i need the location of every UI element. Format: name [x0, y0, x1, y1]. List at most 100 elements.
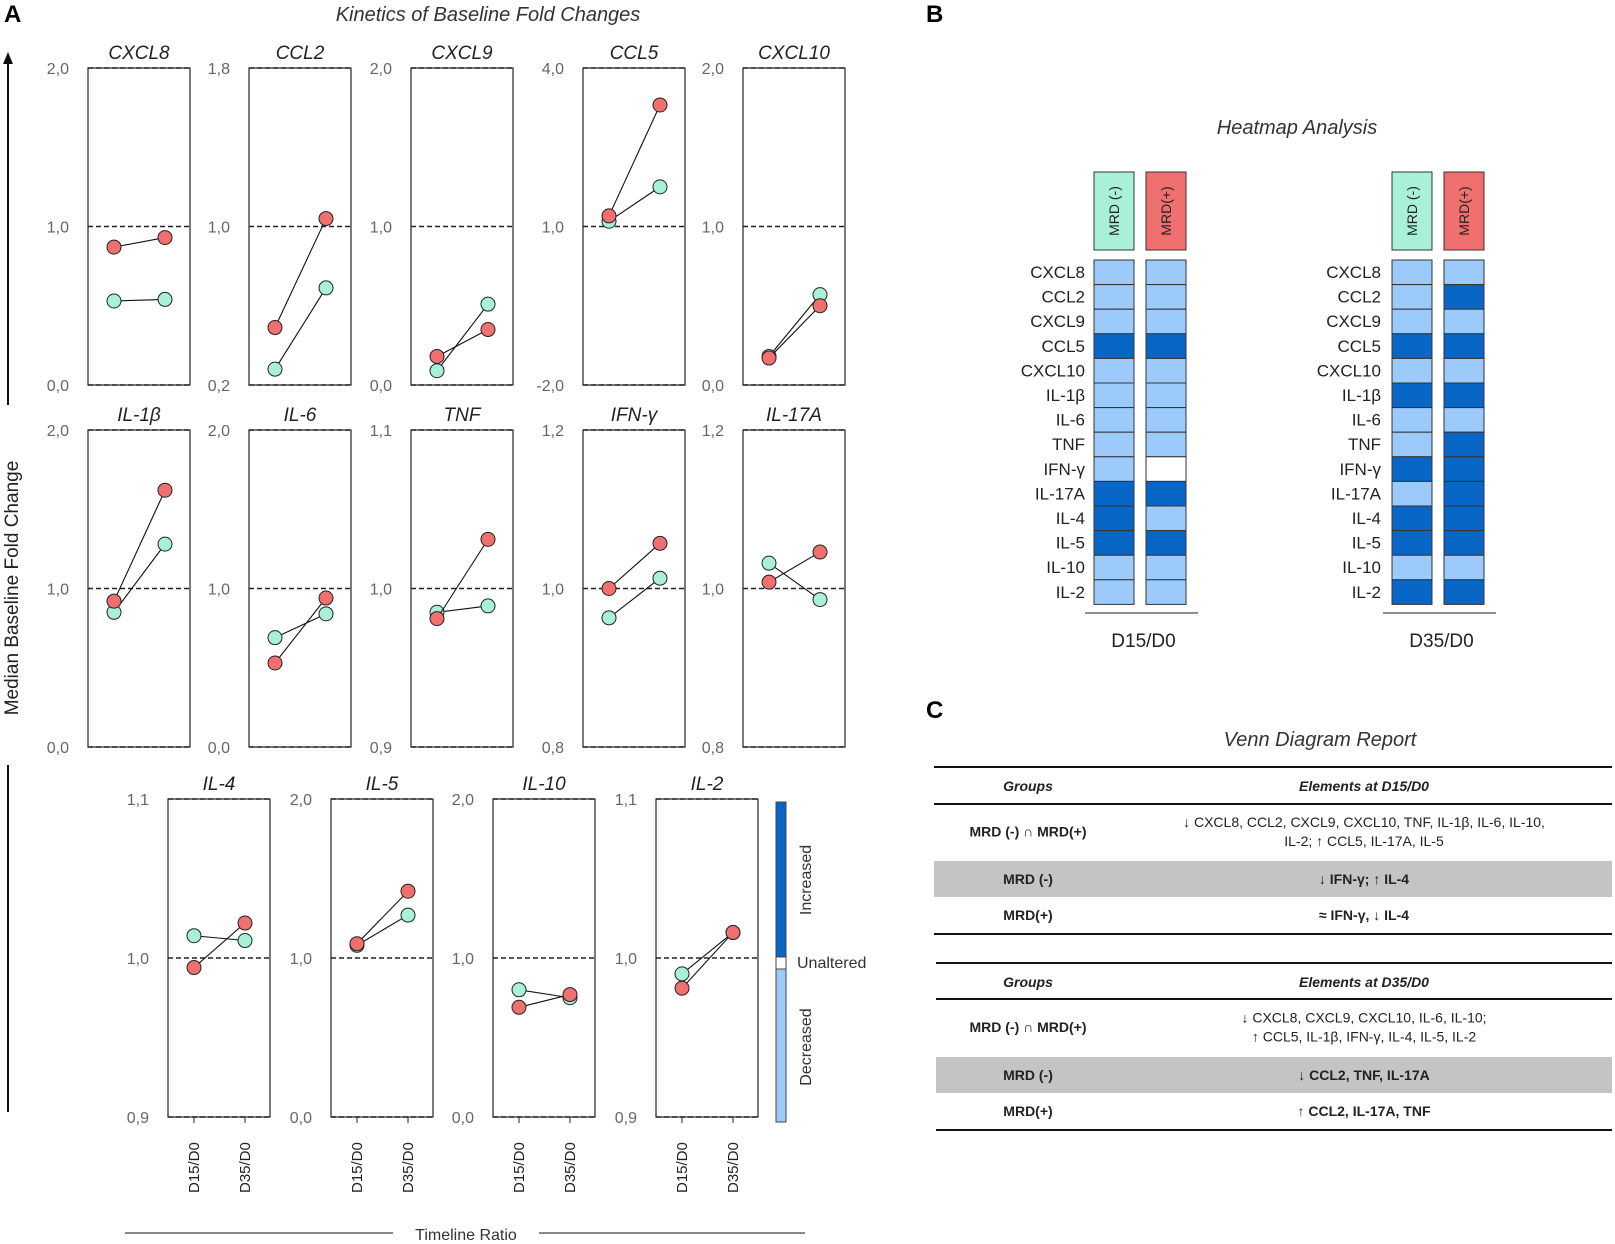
row-label-il-5: IL-5	[1056, 534, 1085, 553]
cell-mrd-ifn	[1391, 456, 1433, 482]
point-mrd-d15	[106, 593, 122, 609]
table-header-groups: Groups	[1003, 974, 1053, 990]
series-line-mrd	[356, 890, 409, 945]
legend-label-decreased: Decreased	[798, 1008, 815, 1085]
legend-label-unaltered: Unaltered	[797, 955, 866, 972]
point-mrd-d15	[601, 610, 617, 626]
row-label-ccl2: CCL2	[1042, 288, 1085, 307]
group-label-d35-d0: D35/D0	[1409, 631, 1473, 652]
cell-mrd-cxcl10	[1443, 357, 1485, 384]
y-tick-label: -2,0	[536, 378, 564, 395]
column-header-box-mrd	[1391, 171, 1433, 251]
cell-mrd-il-4	[1391, 505, 1433, 532]
cell-mrd-il-2	[1093, 579, 1135, 605]
cell-mrd-il-2	[1443, 579, 1485, 605]
table-row-group: MRD(+)	[1003, 907, 1052, 923]
panel-label-c: C	[926, 697, 943, 724]
row-label-cxcl8: CXCL8	[1326, 263, 1381, 282]
y-tick-label: 1,2	[702, 423, 724, 440]
point-mrd-d35	[812, 592, 828, 608]
point-mrd-d35	[157, 291, 173, 307]
cell-mrd-cxcl10	[1391, 357, 1433, 384]
y-tick-label: 0,8	[542, 740, 564, 757]
cell-mrd-il-5	[1443, 530, 1485, 556]
row-label-il-1: IL-1β	[1342, 386, 1381, 405]
series-line-mrd	[436, 303, 489, 372]
mini-chart-cxcl9: CXCL9 2,0 1,0 0,0	[370, 43, 514, 395]
y-tick-label: 1,0	[702, 220, 724, 237]
row-shading	[936, 1057, 1612, 1093]
point-mrd-d35	[318, 280, 334, 296]
cell-mrd-ccl2	[1391, 284, 1433, 310]
row-label-il-2: IL-2	[1352, 583, 1381, 602]
y-tick-label: 0,0	[47, 378, 69, 395]
point-mrd-d35	[562, 987, 578, 1003]
cell-mrd-il-4	[1443, 505, 1485, 532]
chart-title-cxcl9: CXCL9	[431, 43, 493, 64]
y-tick-label: 0,8	[702, 740, 724, 757]
venn-table-2: Groups Elements at D35/D0 MRD (-) ∩ MRD(+)…	[936, 962, 1612, 1131]
chart-title-ccl2: CCL2	[276, 43, 325, 64]
y-tick-label: 1,0	[47, 582, 69, 599]
row-label-cxcl9: CXCL9	[1030, 312, 1085, 331]
series-line-mrd	[768, 551, 821, 583]
point-mrd-d35	[652, 570, 668, 586]
cell-mrd-cxcl10	[1093, 357, 1135, 384]
point-mrd-d35	[480, 296, 496, 312]
point-mrd-d35	[318, 590, 334, 606]
row-label-ifn: IFN-γ	[1339, 460, 1381, 479]
point-mrd-d15	[106, 239, 122, 255]
point-mrd-d35	[400, 907, 416, 923]
cell-mrd-tnf	[1093, 431, 1135, 458]
panel-a-title: Kinetics of Baseline Fold Changes	[336, 4, 641, 26]
series-line-mrd	[608, 186, 661, 222]
cell-mrd-tnf	[1145, 431, 1187, 458]
series-line-mrd	[768, 305, 821, 359]
point-mrd-d35	[157, 230, 173, 246]
cell-mrd-cxcl9	[1093, 308, 1135, 335]
cell-mrd-il-2	[1145, 579, 1187, 605]
cell-mrd-il-10	[1093, 554, 1135, 581]
point-mrd-d15	[429, 363, 445, 379]
row-label-ccl2: CCL2	[1338, 288, 1381, 307]
series-line-mrd	[436, 605, 489, 613]
row-label-cxcl10: CXCL10	[1021, 361, 1085, 380]
cell-mrd-ccl5	[1443, 333, 1485, 359]
point-mrd-d15	[429, 611, 445, 627]
series-line-mrd	[274, 613, 327, 639]
row-label-il-10: IL-10	[1342, 558, 1381, 577]
column-header-mrd: MRD (-)	[1404, 186, 1420, 236]
y-tick-label: 4,0	[542, 61, 564, 78]
cell-mrd-il-6	[1145, 407, 1187, 433]
series-line-mrd	[768, 294, 821, 357]
series-line-mrd	[608, 542, 661, 589]
point-mrd-d35	[157, 536, 173, 552]
cell-mrd-ifn	[1443, 456, 1485, 482]
point-mrd-d35	[812, 298, 828, 314]
point-mrd-d35	[812, 544, 828, 560]
row-label-il-4: IL-4	[1352, 509, 1381, 528]
panel-label-b: B	[926, 1, 943, 28]
table-row-elements: ↓ IFN-γ; ↑ IL-4	[1319, 871, 1409, 887]
x-tick-label: D35/D0	[725, 1142, 742, 1193]
cell-mrd-ccl2	[1443, 284, 1485, 310]
row-label-ifn: IFN-γ	[1043, 460, 1085, 479]
series-line-mrd	[113, 237, 166, 248]
point-mrd-d35	[652, 97, 668, 113]
x-axis-caption: Timeline Ratio	[415, 1227, 517, 1244]
legend-swatch-decreased	[775, 968, 787, 1123]
point-mrd-d15	[267, 655, 283, 671]
cell-mrd-ccl2	[1093, 284, 1135, 310]
cell-mrd-cxcl8	[1443, 259, 1485, 286]
column-header-mrd: MRD(+)	[1456, 186, 1472, 235]
point-mrd-d15	[267, 630, 283, 646]
table-row-elements: ↓ CCL2, TNF, IL-17A	[1298, 1067, 1429, 1083]
cell-mrd-il-4	[1093, 505, 1135, 532]
y-tick-label: 1,0	[47, 220, 69, 237]
venn-table-1: Groups Elements at D15/D0 MRD (-) ∩ MRD(+)…	[934, 766, 1612, 935]
row-label-il-10: IL-10	[1046, 558, 1085, 577]
cell-mrd-cxcl8	[1093, 259, 1135, 286]
y-tick-label: 1,1	[127, 792, 149, 809]
y-tick-label: 1,0	[615, 951, 637, 968]
